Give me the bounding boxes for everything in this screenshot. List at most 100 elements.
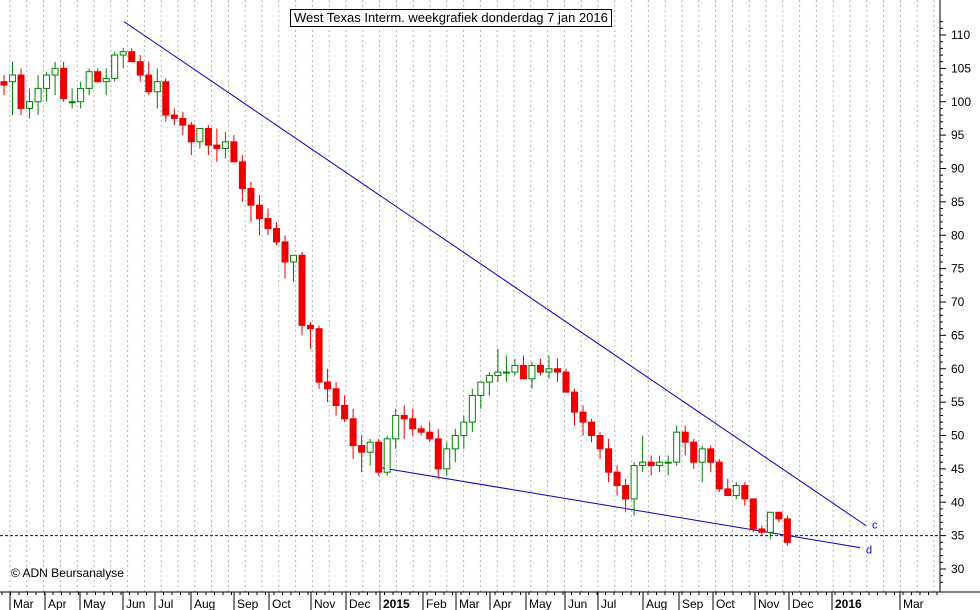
candle-body [613,471,621,487]
candle-body [51,67,59,76]
candle-body [0,81,8,86]
trendline-d [379,467,861,549]
candle-body [221,141,229,149]
candle-body [341,404,349,420]
candle-body [17,74,25,109]
candle-body [43,74,51,89]
candle-body [409,418,417,430]
candle-body [673,431,681,463]
candle-body [468,394,476,423]
candle-body [775,511,783,520]
candle-body [85,71,93,89]
candle-body [647,461,655,467]
candle-body [375,441,383,473]
candle-body [128,51,136,63]
candle-body [579,411,587,423]
candle-body [238,161,246,190]
candle-body [102,77,110,83]
candle-body [690,441,698,463]
candle-body [400,414,408,420]
y-tick-label: 65 [951,328,965,342]
candle-body [758,528,766,533]
candle-body [315,328,323,383]
candles [0,48,791,546]
candle-body [656,461,664,467]
y-tick-label: 50 [951,429,965,443]
candle-body [247,188,255,206]
x-tick-label: Jul [601,597,616,610]
candle-body [255,204,263,220]
y-tick-label: 95 [951,128,965,142]
x-tick-label: Mar [459,597,480,610]
x-tick-label: Jun [126,597,145,610]
x-tick-label: Jun [568,597,587,610]
candle-body [94,71,102,83]
candle-body [477,381,485,396]
chart-title: West Texas Interm. weekgrafiek donderdag… [290,9,612,27]
x-tick-label: Apr [493,597,512,610]
candle-body [605,448,613,473]
candle-body [298,254,306,326]
x-tick-label: Sep [682,597,704,610]
candle-body [460,421,468,436]
candle-body [511,364,519,373]
candle-body [426,431,434,440]
candle-body [485,374,493,383]
trendline-label-c: c [872,520,878,532]
candle-body [622,485,630,500]
candle-body [307,324,315,330]
y-tick-label: 55 [951,395,965,409]
trendline-label-d: d [866,545,872,557]
y-tick-label: 90 [951,162,965,176]
x-tick-label: Apr [48,597,67,610]
candle-body [417,428,425,433]
candle-body [290,254,298,263]
y-tick-label: 85 [951,195,965,209]
candle-body [136,61,144,76]
x-tick-label: Aug [194,597,215,610]
trendline-c [123,21,867,527]
y-tick-label: 35 [951,529,965,543]
x-tick-label: Oct [272,597,291,610]
candle-body [34,87,42,103]
x-tick-label: Sep [237,597,259,610]
candle-body [553,368,561,373]
y-tick-label: 110 [951,28,970,42]
x-tick-label: Jul [158,597,173,610]
candle-body [264,218,272,230]
candle-body [119,51,127,56]
candle-body [272,228,280,243]
candle-body [434,438,442,470]
y-tick-label: 60 [951,362,965,376]
candle-body [715,461,723,490]
candle-body [9,74,17,83]
x-tick-label: 2015 [383,597,410,610]
trendlines: cd [123,21,878,557]
candle-body [179,117,187,126]
copyright-label: © ADN Beursanalyse [11,566,124,580]
candle-body [77,87,85,103]
candle-body [281,241,289,263]
x-tick-label: Mar [903,597,924,610]
candle-body [639,461,647,467]
candle-body [732,485,740,497]
candle-body [519,364,527,380]
candle-body [536,364,544,373]
x-axis: Mar Apr May Jun Jul Aug Sep Oct Nov Dec 2015 Feb Mar… [0,591,980,610]
candle-body [349,418,357,447]
grid-lines [9,0,935,592]
y-tick-label: 80 [951,228,965,242]
x-tick-label: Feb [426,597,447,610]
candle-body [724,488,732,497]
candle-body [324,381,332,390]
candle-body [170,114,178,119]
candle-body [588,421,596,436]
y-tick-label: 40 [951,495,965,509]
candle-body [196,127,204,143]
x-tick-label: May [529,597,552,610]
candle-body [664,461,672,464]
candle-body [698,448,706,463]
x-tick-label: Mar [13,597,34,610]
candle-body [596,435,604,450]
